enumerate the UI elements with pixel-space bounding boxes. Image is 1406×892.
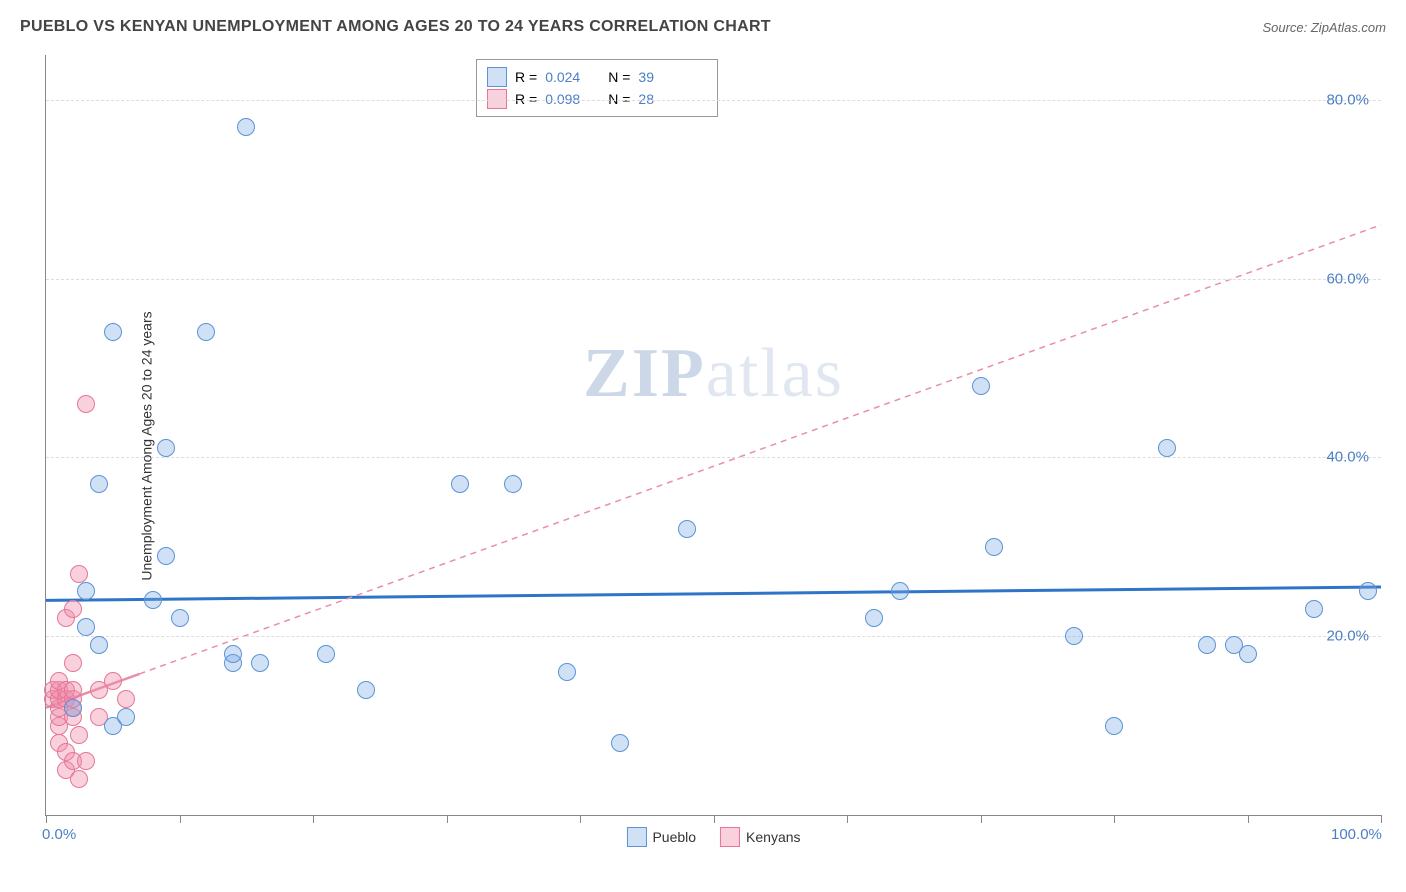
swatch-kenyans-icon bbox=[720, 827, 740, 847]
data-point-pueblo bbox=[157, 439, 175, 457]
data-point-pueblo bbox=[1158, 439, 1176, 457]
data-point-pueblo bbox=[64, 699, 82, 717]
x-tick bbox=[1381, 815, 1382, 823]
data-point-pueblo bbox=[611, 734, 629, 752]
data-point-kenyans bbox=[104, 672, 122, 690]
chart-title: PUEBLO VS KENYAN UNEMPLOYMENT AMONG AGES… bbox=[20, 18, 771, 36]
swatch-pueblo-icon bbox=[626, 827, 646, 847]
gridline-horizontal bbox=[46, 457, 1381, 458]
legend-item-pueblo: Pueblo bbox=[626, 827, 696, 847]
x-tick bbox=[981, 815, 982, 823]
data-point-kenyans bbox=[117, 690, 135, 708]
chart-header: PUEBLO VS KENYAN UNEMPLOYMENT AMONG AGES… bbox=[20, 18, 1386, 36]
data-point-kenyans bbox=[77, 395, 95, 413]
x-tick bbox=[447, 815, 448, 823]
data-point-pueblo bbox=[90, 475, 108, 493]
data-point-pueblo bbox=[891, 582, 909, 600]
trend-lines-layer bbox=[46, 55, 1381, 815]
data-point-kenyans bbox=[77, 752, 95, 770]
data-point-pueblo bbox=[1239, 645, 1257, 663]
data-point-pueblo bbox=[157, 547, 175, 565]
data-point-kenyans bbox=[64, 681, 82, 699]
x-tick bbox=[1114, 815, 1115, 823]
swatch-pueblo bbox=[487, 67, 507, 87]
data-point-pueblo bbox=[171, 609, 189, 627]
data-point-pueblo bbox=[251, 654, 269, 672]
data-point-pueblo bbox=[357, 681, 375, 699]
y-tick-label: 80.0% bbox=[1326, 91, 1369, 108]
data-point-pueblo bbox=[117, 708, 135, 726]
data-point-pueblo bbox=[451, 475, 469, 493]
data-point-pueblo bbox=[678, 520, 696, 538]
x-tick bbox=[180, 815, 181, 823]
y-tick-label: 40.0% bbox=[1326, 449, 1369, 466]
y-tick-label: 20.0% bbox=[1326, 628, 1369, 645]
data-point-kenyans bbox=[70, 726, 88, 744]
data-point-pueblo bbox=[1198, 636, 1216, 654]
x-tick bbox=[714, 815, 715, 823]
data-point-pueblo bbox=[90, 636, 108, 654]
data-point-kenyans bbox=[64, 600, 82, 618]
gridline-horizontal bbox=[46, 100, 1381, 101]
x-tick bbox=[847, 815, 848, 823]
data-point-pueblo bbox=[1359, 582, 1377, 600]
data-point-pueblo bbox=[558, 663, 576, 681]
data-point-kenyans bbox=[64, 654, 82, 672]
gridline-horizontal bbox=[46, 636, 1381, 637]
x-tick bbox=[46, 815, 47, 823]
data-point-pueblo bbox=[1105, 717, 1123, 735]
series-legend: Pueblo Kenyans bbox=[626, 827, 800, 847]
data-point-pueblo bbox=[972, 377, 990, 395]
x-tick bbox=[1248, 815, 1249, 823]
y-tick-label: 60.0% bbox=[1326, 270, 1369, 287]
data-point-pueblo bbox=[77, 582, 95, 600]
x-tick-label: 0.0% bbox=[42, 826, 76, 843]
data-point-pueblo bbox=[197, 323, 215, 341]
data-point-pueblo bbox=[104, 323, 122, 341]
data-point-pueblo bbox=[144, 591, 162, 609]
x-tick-label: 100.0% bbox=[1331, 826, 1382, 843]
x-tick bbox=[313, 815, 314, 823]
data-point-kenyans bbox=[70, 565, 88, 583]
data-point-kenyans bbox=[70, 770, 88, 788]
stats-legend-box: R = 0.024 N = 39 R = 0.098 N = 28 bbox=[476, 59, 718, 117]
scatter-chart: ZIPatlas R = 0.024 N = 39 R = 0.098 N = … bbox=[45, 55, 1381, 816]
data-point-pueblo bbox=[1305, 600, 1323, 618]
x-tick bbox=[580, 815, 581, 823]
gridline-horizontal bbox=[46, 279, 1381, 280]
data-point-pueblo bbox=[985, 538, 1003, 556]
data-point-pueblo bbox=[77, 618, 95, 636]
legend-item-kenyans: Kenyans bbox=[720, 827, 800, 847]
data-point-pueblo bbox=[504, 475, 522, 493]
data-point-pueblo bbox=[237, 118, 255, 136]
data-point-pueblo bbox=[317, 645, 335, 663]
data-point-pueblo bbox=[1065, 627, 1083, 645]
watermark-text: ZIPatlas bbox=[583, 334, 844, 414]
source-label: Source: ZipAtlas.com bbox=[1262, 20, 1386, 35]
data-point-pueblo bbox=[224, 645, 242, 663]
data-point-pueblo bbox=[865, 609, 883, 627]
stats-row-pueblo: R = 0.024 N = 39 bbox=[487, 66, 707, 88]
